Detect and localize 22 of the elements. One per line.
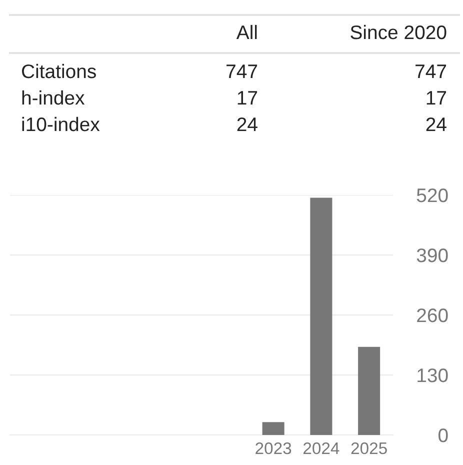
category-label: Citations [22,64,96,78]
bar [358,346,380,435]
x-tick-label: 2023 [256,442,292,454]
data-label: 747 [416,64,446,78]
data-label: 747 [226,64,258,78]
data-label: 24 [237,117,258,132]
bar [310,198,332,435]
category-label: i10-index [22,116,100,132]
x-tick-label: 2025 [351,442,387,454]
y-tick-label: 0 [438,428,448,442]
y-tick-label: 520 [416,188,448,202]
category-label: h-index [22,90,85,105]
text: Since 2020 [350,24,446,40]
bar [262,422,284,435]
data-label: 24 [426,117,446,132]
y-tick-label: 130 [418,368,448,382]
data-label: 17 [426,91,446,105]
text: All [236,24,257,40]
data-label: 17 [238,91,258,105]
y-tick-label: 260 [417,308,448,322]
y-tick-label: 390 [416,248,448,262]
x-tick-label: 2024 [303,442,340,454]
